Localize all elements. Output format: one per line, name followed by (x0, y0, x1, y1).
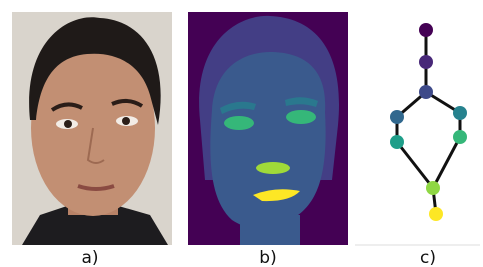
seg-eye (286, 110, 316, 124)
segmentation-panel (188, 12, 348, 245)
pupil (122, 117, 130, 125)
node (453, 130, 467, 144)
edge (433, 137, 460, 188)
node (426, 181, 440, 195)
panel-label: a) (81, 248, 98, 267)
figure: a) b) c) (0, 0, 483, 267)
node (390, 110, 404, 124)
node (419, 55, 433, 69)
node (419, 85, 433, 99)
edge (397, 142, 433, 188)
panel-label: b) (259, 248, 276, 267)
node (390, 135, 404, 149)
seg-face (210, 52, 325, 229)
seg-eye (224, 116, 254, 130)
pupil (64, 120, 72, 128)
node (419, 23, 433, 37)
seg-nose (256, 162, 290, 174)
graph-panel (355, 23, 480, 245)
seg-neck (240, 215, 300, 245)
photo-panel (12, 12, 172, 245)
node (429, 207, 443, 221)
panel-label: c) (420, 248, 436, 267)
node (453, 106, 467, 120)
